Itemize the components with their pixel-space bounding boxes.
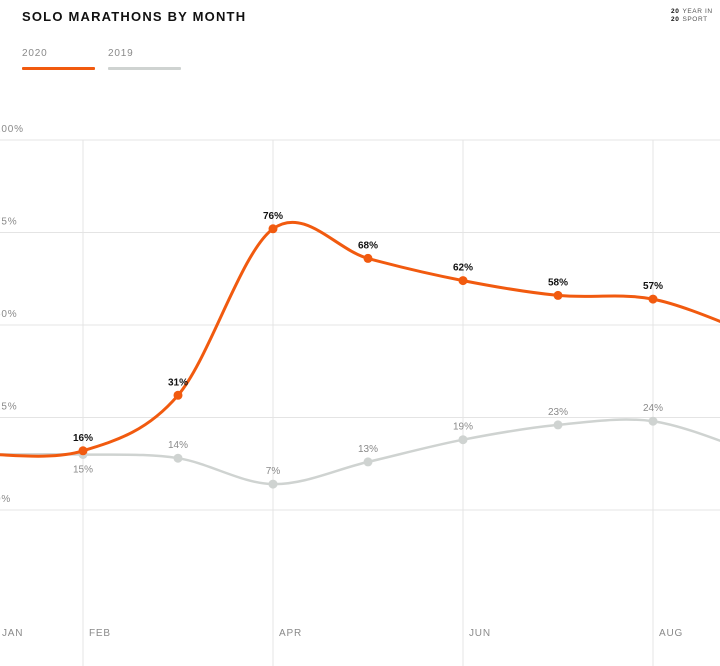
legend-label-2019: 2019 — [108, 48, 134, 59]
y-tick-label: 25% — [0, 402, 17, 413]
data-point-2019 — [458, 435, 468, 445]
data-point-2020 — [458, 276, 468, 286]
data-label-2019: 19% — [453, 422, 473, 433]
chart-title: SOLO MARATHONS BY MONTH — [22, 9, 247, 24]
brand-logo: 20 YEAR IN 20 SPORT — [671, 8, 713, 24]
data-point-2019 — [173, 453, 183, 463]
y-tick-label: 100% — [0, 124, 24, 135]
series-line-2020 — [0, 220, 720, 458]
y-tick-label: 0% — [0, 494, 11, 505]
x-tick-label-aug: AUG — [659, 628, 683, 639]
data-label-2019: 13% — [358, 444, 378, 455]
data-point-2019 — [648, 416, 658, 426]
data-point-2019 — [553, 420, 563, 430]
x-tick-label-feb: FEB — [89, 628, 111, 639]
data-label-2020: 16% — [73, 433, 93, 444]
data-label-2019: 15% — [73, 465, 93, 476]
data-point-2019 — [363, 457, 373, 467]
data-label-2020: 57% — [643, 281, 663, 292]
legend-item-2020[interactable]: 2020 — [22, 48, 95, 70]
y-tick-label: 50% — [0, 309, 17, 320]
data-label-2020: 68% — [358, 240, 378, 251]
legend-item-2019[interactable]: 2019 — [108, 48, 181, 70]
data-point-2020 — [648, 294, 658, 304]
brand-text-1: YEAR IN — [682, 8, 713, 15]
data-point-2019 — [268, 479, 278, 489]
data-label-2020: 62% — [453, 263, 473, 274]
brand-number-1: 20 — [671, 8, 680, 15]
data-label-2020: 76% — [263, 211, 283, 222]
data-label-2020: 58% — [548, 277, 568, 288]
data-label-2020: 31% — [168, 377, 188, 388]
legend-swatch-2019 — [108, 67, 181, 70]
data-point-2020 — [78, 446, 88, 456]
brand-number-2: 20 — [671, 16, 680, 23]
x-tick-label-apr: APR — [279, 628, 302, 639]
data-label-2019: 23% — [548, 407, 568, 418]
data-point-2020 — [553, 290, 563, 300]
y-tick-label: 75% — [0, 217, 17, 228]
legend-swatch-2020 — [22, 67, 95, 70]
data-point-2020 — [268, 224, 278, 234]
data-point-2020 — [363, 253, 373, 263]
data-label-2019: 24% — [643, 403, 663, 414]
legend-label-2020: 2020 — [22, 48, 48, 59]
brand-text-2: SPORT — [682, 16, 708, 23]
x-tick-label-jan: JAN — [2, 628, 23, 639]
data-label-2019: 14% — [168, 440, 188, 451]
data-label-2019: 7% — [266, 466, 281, 477]
x-tick-label-jun: JUN — [469, 628, 491, 639]
data-point-2020 — [173, 390, 183, 400]
